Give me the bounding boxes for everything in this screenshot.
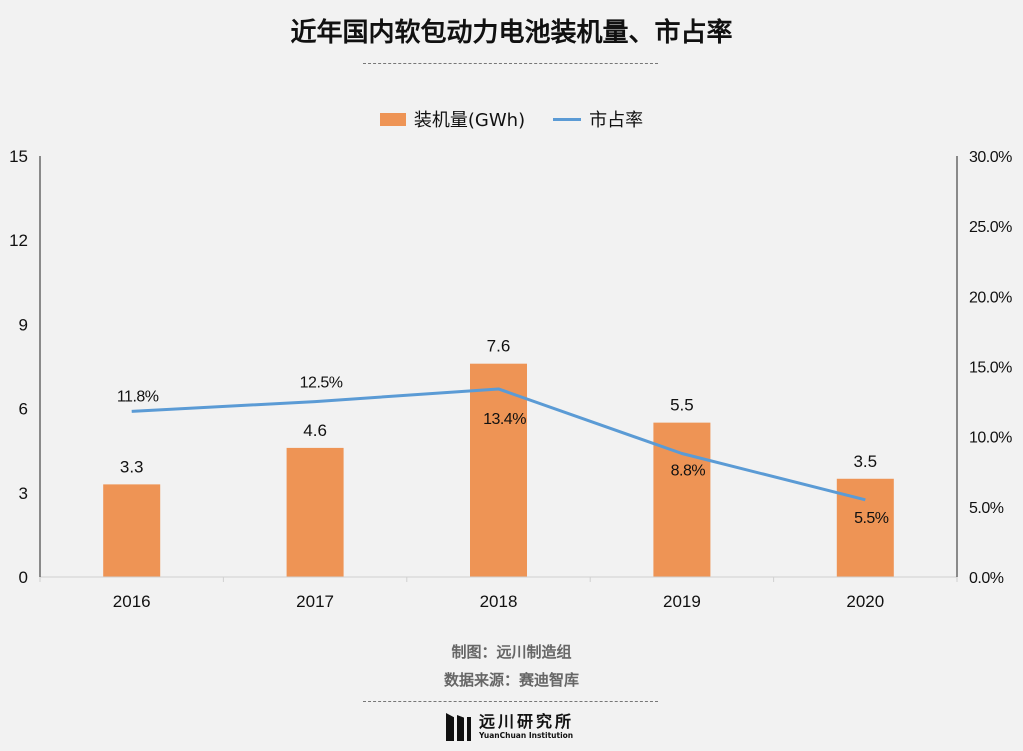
line-value-label: 5.5% bbox=[854, 510, 889, 527]
bar-value-label: 5.5 bbox=[670, 396, 694, 415]
bar-value-label: 3.5 bbox=[853, 452, 877, 471]
bar-2017 bbox=[286, 447, 344, 577]
logo: 远川研究所 YuanChuan Institution bbox=[446, 713, 574, 741]
legend-line-swatch bbox=[553, 117, 582, 121]
y-right-tick-label: 5.0% bbox=[969, 500, 1004, 517]
line-value-label: 13.4% bbox=[483, 411, 526, 428]
y-right-tick-label: 30.0% bbox=[969, 149, 1012, 166]
bar-value-label: 7.6 bbox=[487, 337, 511, 356]
x-tick-label: 2016 bbox=[113, 592, 151, 611]
bar-value-label: 4.6 bbox=[303, 421, 327, 440]
y-left-tick-label: 15 bbox=[9, 147, 28, 166]
y-left-tick-label: 3 bbox=[19, 484, 28, 503]
y-right-tick-label: 0.0% bbox=[969, 570, 1004, 587]
legend-line-label: 市占率 bbox=[589, 110, 644, 131]
footer-credit: 制图：远川制造组 bbox=[451, 643, 572, 661]
y-left-tick-label: 0 bbox=[19, 568, 28, 587]
legend-item-bar: 装机量(GWh) bbox=[379, 106, 526, 132]
x-tick-label: 2017 bbox=[296, 592, 334, 611]
bar-2018 bbox=[470, 363, 527, 577]
legend: 装机量(GWh) 市占率 bbox=[0, 106, 1023, 132]
footer-source: 数据来源：赛迪智库 bbox=[443, 671, 579, 689]
bar-2016 bbox=[103, 484, 161, 577]
y-right-tick-label: 25.0% bbox=[969, 219, 1012, 236]
y-right-tick-label: 20.0% bbox=[969, 289, 1012, 306]
x-tick-label: 2019 bbox=[663, 592, 701, 611]
legend-bar-swatch bbox=[379, 112, 406, 126]
x-tick-label: 2020 bbox=[846, 592, 884, 611]
line-value-label: 8.8% bbox=[671, 463, 706, 480]
y-left-tick-label: 9 bbox=[19, 315, 28, 334]
bar-value-label: 3.3 bbox=[120, 457, 144, 476]
legend-bar-label: 装机量(GWh) bbox=[413, 110, 526, 131]
y-left-tick-label: 12 bbox=[9, 231, 28, 250]
y-left-tick-label: 6 bbox=[19, 400, 28, 419]
title-divider bbox=[363, 63, 658, 64]
chart-title: 近年国内软包动力电池装机量、市占率 bbox=[290, 18, 733, 48]
logo-name-en: YuanChuan Institution bbox=[479, 731, 574, 741]
logo-mark-icon bbox=[446, 713, 471, 741]
line-value-label: 12.5% bbox=[300, 375, 343, 392]
legend-item-line: 市占率 bbox=[553, 106, 643, 132]
y-right-tick-label: 15.0% bbox=[969, 360, 1012, 377]
logo-name-cn: 远川研究所 bbox=[479, 712, 575, 732]
x-tick-label: 2018 bbox=[480, 592, 518, 611]
footer-divider bbox=[363, 701, 658, 702]
y-right-tick-label: 10.0% bbox=[969, 430, 1012, 447]
line-value-label: 11.8% bbox=[117, 388, 159, 405]
